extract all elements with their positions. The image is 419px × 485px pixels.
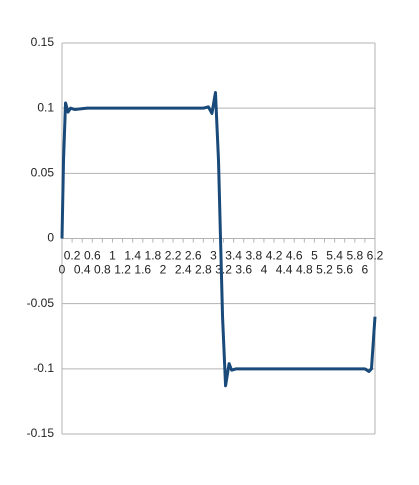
y-tick-label: -0.15 <box>27 426 55 440</box>
x-tick-label: 0.6 <box>84 249 101 263</box>
y-tick-label: 0.15 <box>31 35 55 49</box>
x-tick-label: 5.2 <box>316 263 333 277</box>
x-tick-label: 0 <box>59 263 66 277</box>
x-tick-label: 1.8 <box>145 249 162 263</box>
x-tick-label: 3.6 <box>235 263 252 277</box>
x-tick-label: 3.4 <box>225 249 242 263</box>
x-tick-label: 2.2 <box>165 249 182 263</box>
x-tick-label: 6 <box>362 263 369 277</box>
x-tick-label: 2 <box>160 263 167 277</box>
x-tick-label: 5.4 <box>326 249 343 263</box>
x-tick-label: 3 <box>210 249 217 263</box>
x-tick-label: 1.2 <box>114 263 131 277</box>
y-tick-label: -0.1 <box>33 361 54 375</box>
x-tick-label: 5.8 <box>346 249 363 263</box>
x-tick-label: 1 <box>109 249 116 263</box>
x-tick-label: 4.8 <box>296 263 313 277</box>
line <box>60 91 377 388</box>
x-tick-label: 4.2 <box>266 249 283 263</box>
x-tick-label: 2.6 <box>185 249 202 263</box>
x-tick-label: 5 <box>311 249 318 263</box>
x-tick-label: 6.2 <box>367 249 384 263</box>
x-tick-label: 5.6 <box>336 263 353 277</box>
x-tick-label: 0.4 <box>74 263 91 277</box>
x-tick-label: 0.2 <box>64 249 81 263</box>
y-tick-label: 0 <box>47 231 54 245</box>
y-tick-label: 0.1 <box>37 100 54 114</box>
x-tick-label: 1.6 <box>134 263 151 277</box>
x-tick-label: 2.4 <box>175 263 192 277</box>
x-tick-label: 4 <box>261 263 268 277</box>
x-tick-label: 2.8 <box>195 263 212 277</box>
x-tick-label: 0.8 <box>94 263 111 277</box>
x-tick-label: 3.2 <box>215 263 232 277</box>
x-tick-label: 4.6 <box>286 249 303 263</box>
y-tick-label: -0.05 <box>27 296 55 310</box>
y-tick-label: 0.05 <box>31 166 55 180</box>
x-tick-label: 3.8 <box>245 249 262 263</box>
x-tick-label: 4.4 <box>276 263 293 277</box>
x-tick-label: 1.4 <box>124 249 141 263</box>
